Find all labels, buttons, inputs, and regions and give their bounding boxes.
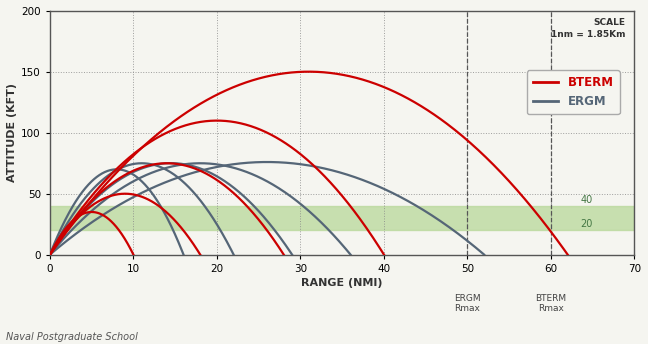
Text: BTERM
Rmax: BTERM Rmax <box>535 294 566 313</box>
Text: 40: 40 <box>580 195 592 205</box>
Text: SCALE
1nm = 1.85Km: SCALE 1nm = 1.85Km <box>551 18 626 39</box>
Text: Naval Postgraduate School: Naval Postgraduate School <box>6 332 139 342</box>
Y-axis label: ATTITUDE (KFT): ATTITUDE (KFT) <box>7 83 17 182</box>
X-axis label: RANGE (NMI): RANGE (NMI) <box>301 278 383 288</box>
Text: 20: 20 <box>580 219 592 229</box>
Bar <box>50 206 634 230</box>
Text: ERGM
Rmax: ERGM Rmax <box>454 294 481 313</box>
Legend: BTERM, ERGM: BTERM, ERGM <box>527 71 620 114</box>
